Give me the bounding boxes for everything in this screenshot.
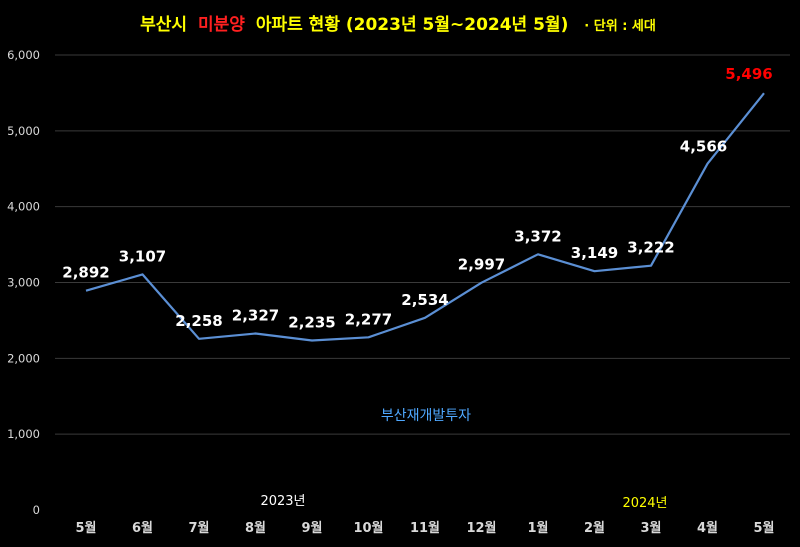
y-tick-label: 6,000: [7, 48, 40, 62]
data-label: 3,372: [514, 227, 561, 245]
y-tick-label: 3,000: [7, 276, 40, 290]
x-tick-label: 11월: [410, 520, 440, 536]
x-axis-ticks: 5월 6월 7월 8월 9월 10월 11월 12월 1월 2월 3월 4월 5월: [75, 520, 774, 536]
x-tick-label: 12월: [466, 520, 496, 536]
data-label: 3,107: [119, 247, 166, 265]
year-labels: 2023년 2024년: [260, 494, 667, 511]
data-label: 2,277: [345, 310, 392, 328]
data-label: 2,327: [232, 307, 279, 325]
x-tick-label: 2월: [584, 520, 605, 536]
watermark: 부산재개발투자: [381, 408, 471, 424]
title-part-1: 부산시: [140, 15, 187, 35]
x-tick-label: 7월: [188, 520, 209, 536]
y-tick-label: 0: [33, 503, 40, 517]
title-part-3: 아파트 현황 (2023년 5월~2024년 5월): [256, 15, 569, 35]
x-tick-label: 1월: [527, 520, 548, 536]
data-label: 2,997: [458, 256, 505, 274]
data-label: 2,892: [62, 264, 109, 282]
title-unit: · 단위 : 세대: [584, 18, 656, 34]
data-label: 2,534: [401, 291, 448, 309]
title-part-2: 미분양: [198, 15, 245, 35]
y-tick-label: 4,000: [7, 200, 40, 214]
data-label: 3,222: [627, 239, 674, 257]
x-tick-label: 5월: [75, 520, 96, 536]
x-tick-label: 10월: [353, 520, 383, 536]
x-tick-label: 6월: [132, 520, 153, 536]
year-label-2024: 2024년: [622, 496, 667, 511]
data-labels: 2,892 3,107 2,258 2,327 2,235 2,277 2,534 2,997…: [62, 65, 772, 331]
x-tick-label: 9월: [301, 520, 322, 536]
data-label: 4,566: [680, 138, 727, 156]
y-tick-label: 5,000: [7, 124, 40, 138]
year-label-2023: 2023년: [260, 494, 305, 509]
data-label: 2,235: [288, 314, 335, 332]
x-tick-label: 8월: [245, 520, 266, 536]
y-axis-ticks: 0 1,000 2,000 3,000 4,000 5,000 6,000: [7, 48, 40, 517]
series-line: [85, 92, 765, 342]
x-tick-label: 5월: [753, 520, 774, 536]
x-tick-label: 3월: [640, 520, 661, 536]
data-label: 3,149: [571, 244, 618, 262]
y-tick-label: 1,000: [7, 427, 40, 441]
y-tick-label: 2,000: [7, 351, 40, 365]
data-label: 2,258: [175, 312, 222, 330]
data-label: 5,496: [725, 65, 772, 83]
chart-title: 부산시 미분양 아파트 현황 (2023년 5월~2024년 5월) · 단위 …: [140, 15, 656, 35]
x-tick-label: 4월: [697, 520, 718, 536]
grid-lines: [55, 54, 790, 435]
series-line-group: [85, 92, 765, 342]
